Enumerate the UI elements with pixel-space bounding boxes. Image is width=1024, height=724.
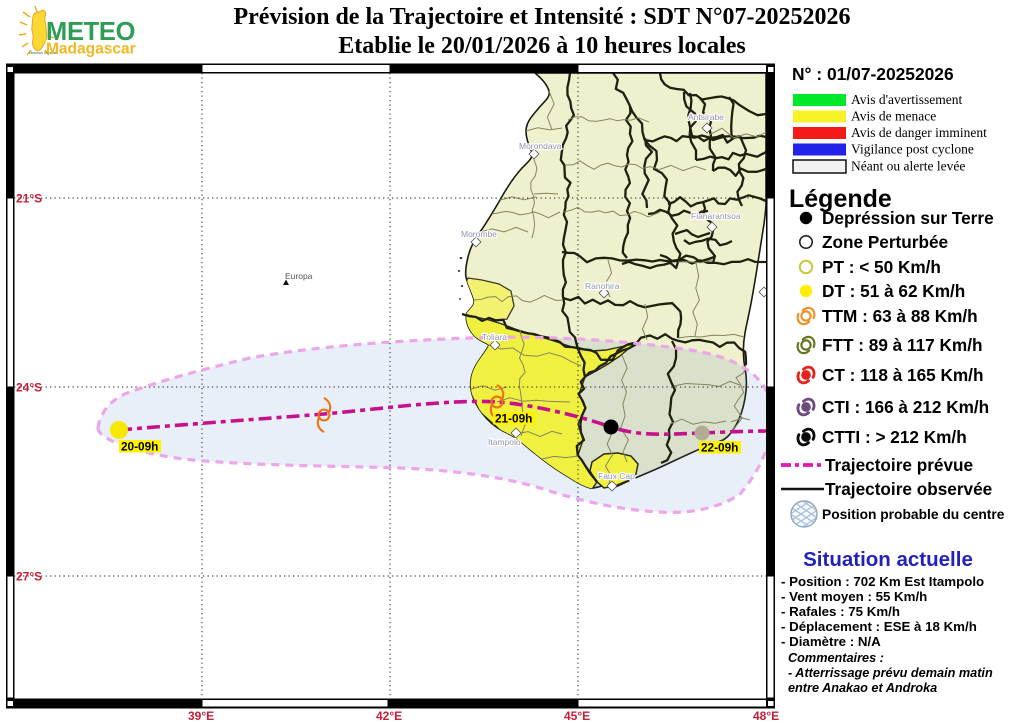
svg-text:Ranohira: Ranohira	[585, 281, 620, 291]
svg-text:PT : < 50 Km/h: PT : < 50 Km/h	[822, 257, 941, 277]
svg-text:TTM : 63 à 88 Km/h: TTM : 63 à 88 Km/h	[822, 306, 978, 326]
svg-text:Vigilance post cyclone: Vigilance post cyclone	[851, 142, 974, 157]
svg-text:42°E: 42°E	[376, 709, 402, 723]
svg-text:Position probable du centre: Position probable du centre	[822, 507, 1005, 522]
svg-text:Situation actuelle: Situation actuelle	[803, 548, 973, 571]
svg-text:45°E: 45°E	[564, 709, 590, 723]
svg-text:Fianarantsoa: Fianarantsoa	[691, 211, 741, 221]
svg-text:- Position : 702 Km Est Itampo: - Position : 702 Km Est Itampolo	[781, 574, 984, 589]
svg-text:22-09h: 22-09h	[701, 441, 738, 455]
svg-text:Avis d'avertissement: Avis d'avertissement	[851, 92, 963, 107]
svg-text:N° : 01/07-20252026: N° : 01/07-20252026	[792, 64, 954, 84]
svg-text:- Atterrissage prévu demain ma: - Atterrissage prévu demain matin	[788, 666, 993, 680]
svg-text:Direction Generale: Direction Generale	[29, 51, 58, 55]
svg-text:- Diamètre : N/A: - Diamètre : N/A	[781, 634, 881, 649]
svg-text:Toliara: Toliara	[482, 332, 507, 342]
svg-text:DT : 51 à 62 Km/h: DT : 51 à 62 Km/h	[822, 281, 965, 301]
svg-text:21°S: 21°S	[16, 192, 42, 206]
svg-text:- Vent moyen : 55 Km/h: - Vent moyen : 55 Km/h	[781, 589, 927, 604]
svg-text:Néant ou alerte levée: Néant ou alerte levée	[851, 159, 965, 174]
svg-text:CT : 118 à 165 Km/h: CT : 118 à 165 Km/h	[822, 365, 983, 385]
svg-text:24°S: 24°S	[16, 381, 42, 395]
svg-text:Commentaires :: Commentaires :	[788, 651, 884, 665]
svg-text:Itampolo: Itampolo	[488, 437, 521, 447]
svg-text:CTTI : > 212 Km/h: CTTI : > 212 Km/h	[822, 427, 967, 447]
svg-text:- Rafales : 75 Km/h: - Rafales : 75 Km/h	[781, 604, 900, 619]
svg-text:Faux Cap: Faux Cap	[598, 471, 635, 481]
svg-text:entre Anakao et Androka: entre Anakao et Androka	[788, 681, 937, 695]
svg-text:Zone Perturbée: Zone Perturbée	[822, 232, 948, 252]
svg-text:Morondava: Morondava	[519, 141, 562, 151]
svg-text:39°E: 39°E	[188, 709, 214, 723]
svg-text:Europa: Europa	[285, 271, 313, 281]
svg-text:21-09h: 21-09h	[495, 412, 532, 426]
svg-text:48°E: 48°E	[753, 709, 779, 723]
svg-text:FTT : 89 à 117 Km/h: FTT : 89 à 117 Km/h	[822, 335, 982, 355]
svg-text:Légende: Légende	[789, 185, 892, 213]
svg-text:Morombe: Morombe	[461, 229, 497, 239]
svg-text:Avis de menace: Avis de menace	[851, 109, 936, 124]
svg-text:20-09h: 20-09h	[121, 440, 158, 454]
svg-text:Trajectoire prévue: Trajectoire prévue	[825, 455, 973, 475]
svg-text:Madagascar: Madagascar	[46, 41, 136, 58]
svg-text:27°S: 27°S	[16, 570, 42, 584]
svg-text:CTI : 166 à 212 Km/h: CTI : 166 à 212 Km/h	[822, 397, 989, 417]
svg-text:Trajectoire observée: Trajectoire observée	[825, 479, 992, 499]
svg-text:- Déplacement : ESE à 18 Km/h: - Déplacement : ESE à 18 Km/h	[781, 619, 977, 634]
svg-text:Avis de danger imminent: Avis de danger imminent	[851, 125, 987, 140]
svg-text:Depréssion sur Terre: Depréssion sur Terre	[822, 208, 994, 228]
svg-text:METEO: METEO	[46, 18, 135, 46]
svg-text:Antsirabe: Antsirabe	[688, 112, 724, 122]
